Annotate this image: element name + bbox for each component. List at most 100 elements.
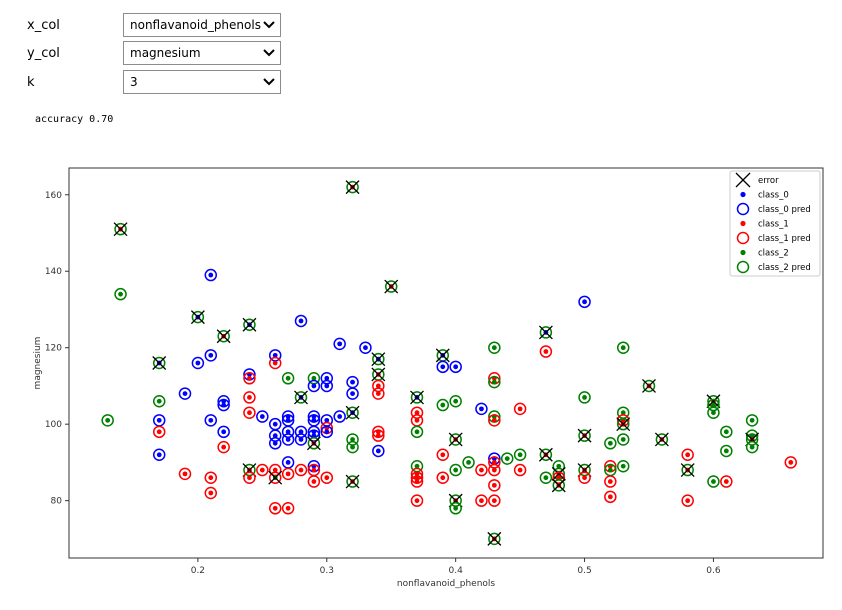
class-dot: [208, 490, 214, 496]
error-cross: [345, 474, 360, 489]
pred-ring: [268, 502, 282, 515]
class-dot: [711, 410, 716, 416]
class-dot: [247, 395, 252, 400]
class-dot: [272, 352, 278, 358]
pred-ring: [436, 398, 450, 412]
pred-ring: [539, 471, 553, 484]
error-cross: [371, 352, 386, 367]
legend-box: [729, 170, 821, 277]
pred-ring: [475, 463, 488, 477]
error-cross: [371, 367, 386, 382]
y-col-select[interactable]: magnesium: [123, 41, 281, 65]
x-tick-label: 0.3: [320, 566, 334, 576]
pred-ring: [488, 479, 501, 492]
pred-ring: [513, 448, 527, 462]
pred-ring: [294, 463, 308, 477]
class-dot: [324, 383, 330, 389]
pred-ring: [346, 406, 359, 419]
pred-ring: [204, 471, 218, 484]
class-dot: [311, 383, 317, 389]
pred-ring: [217, 425, 230, 439]
chevron-down-icon: [263, 49, 275, 57]
pred-ring: [281, 502, 295, 515]
class-dot: [543, 475, 549, 481]
legend-ring-marker: [736, 202, 750, 216]
pred-ring: [372, 352, 385, 366]
pred-ring: [320, 471, 334, 484]
pred-ring: [346, 180, 359, 194]
pred-ring: [449, 463, 462, 477]
pred-ring: [604, 490, 617, 504]
class-dot: [350, 379, 355, 385]
pred-ring: [204, 486, 218, 500]
pred-ring: [449, 394, 462, 408]
k-select[interactable]: 3: [123, 70, 281, 94]
y-tick-label: 80: [51, 497, 63, 507]
class-dot: [440, 452, 446, 458]
class-dot: [749, 417, 755, 423]
x-col-select[interactable]: nonflavanoid_phenols: [123, 13, 281, 37]
class-dot: [582, 395, 587, 400]
pred-ring: [243, 318, 256, 332]
class-dot: [414, 498, 420, 504]
pred-ring: [681, 494, 694, 507]
error-cross: [654, 432, 669, 447]
class-dot: [479, 498, 484, 504]
class-dot: [298, 437, 304, 442]
class-dot: [491, 467, 497, 473]
error-cross: [345, 180, 360, 195]
pred-ring: [114, 222, 127, 236]
pred-ring: [488, 494, 501, 507]
class-dot: [556, 463, 562, 469]
pred-ring: [720, 425, 733, 439]
legend-error-marker: [735, 172, 751, 188]
class-dot: [285, 460, 291, 465]
pred-ring: [204, 268, 218, 282]
pred-ring: [488, 463, 501, 477]
class-dot: [221, 429, 227, 435]
pred-ring: [616, 341, 630, 354]
pred-ring: [191, 356, 205, 370]
pred-ring: [204, 349, 218, 362]
pred-ring: [372, 429, 385, 442]
pred-ring: [475, 494, 488, 507]
class-dot: [491, 460, 497, 465]
pred-ring: [217, 398, 230, 412]
class-dot: [440, 364, 446, 370]
pred-ring: [513, 463, 527, 477]
pred-ring: [256, 463, 269, 477]
class-dot: [440, 475, 446, 481]
x-axis-label: nonflavanoid_phenols: [397, 579, 496, 589]
class-dot: [556, 475, 562, 481]
class-dot: [453, 398, 459, 404]
error-cross: [616, 417, 631, 432]
class-dot: [491, 417, 497, 423]
pred-ring: [346, 475, 359, 488]
pred-ring: [178, 467, 192, 481]
pred-ring: [604, 437, 617, 450]
class-dot: [620, 437, 626, 442]
class-dot: [414, 410, 420, 416]
pred-ring: [333, 337, 346, 351]
class-dot: [723, 429, 729, 435]
class-dot: [350, 437, 355, 442]
x-tick-label: 0.6: [706, 566, 721, 576]
class-dot: [208, 272, 214, 278]
pred-ring: [178, 387, 192, 400]
pred-ring: [616, 417, 630, 431]
class-dot: [285, 417, 291, 423]
error-cross: [306, 436, 321, 451]
pred-ring: [191, 310, 205, 324]
pred-ring: [152, 356, 166, 370]
pred-ring: [346, 387, 359, 400]
class-dot: [517, 467, 523, 473]
pred-ring: [294, 391, 308, 404]
class-dot: [479, 406, 484, 412]
class-dot: [311, 467, 317, 473]
y-col-label: y_col: [27, 45, 60, 61]
class-dot: [466, 460, 471, 465]
class-dot: [788, 460, 794, 465]
pred-ring: [578, 391, 591, 404]
pred-ring: [488, 532, 501, 546]
class-dot: [272, 433, 278, 439]
